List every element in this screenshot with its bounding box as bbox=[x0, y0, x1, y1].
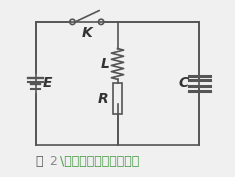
Text: K: K bbox=[81, 26, 92, 40]
Text: L: L bbox=[101, 57, 110, 71]
Text: 图: 图 bbox=[35, 155, 43, 168]
Text: \电磁阀断开时等效电路: \电磁阀断开时等效电路 bbox=[60, 155, 139, 168]
Text: R: R bbox=[98, 92, 109, 106]
Text: C: C bbox=[178, 76, 188, 90]
Text: 2: 2 bbox=[49, 155, 57, 168]
Text: E: E bbox=[43, 76, 53, 90]
